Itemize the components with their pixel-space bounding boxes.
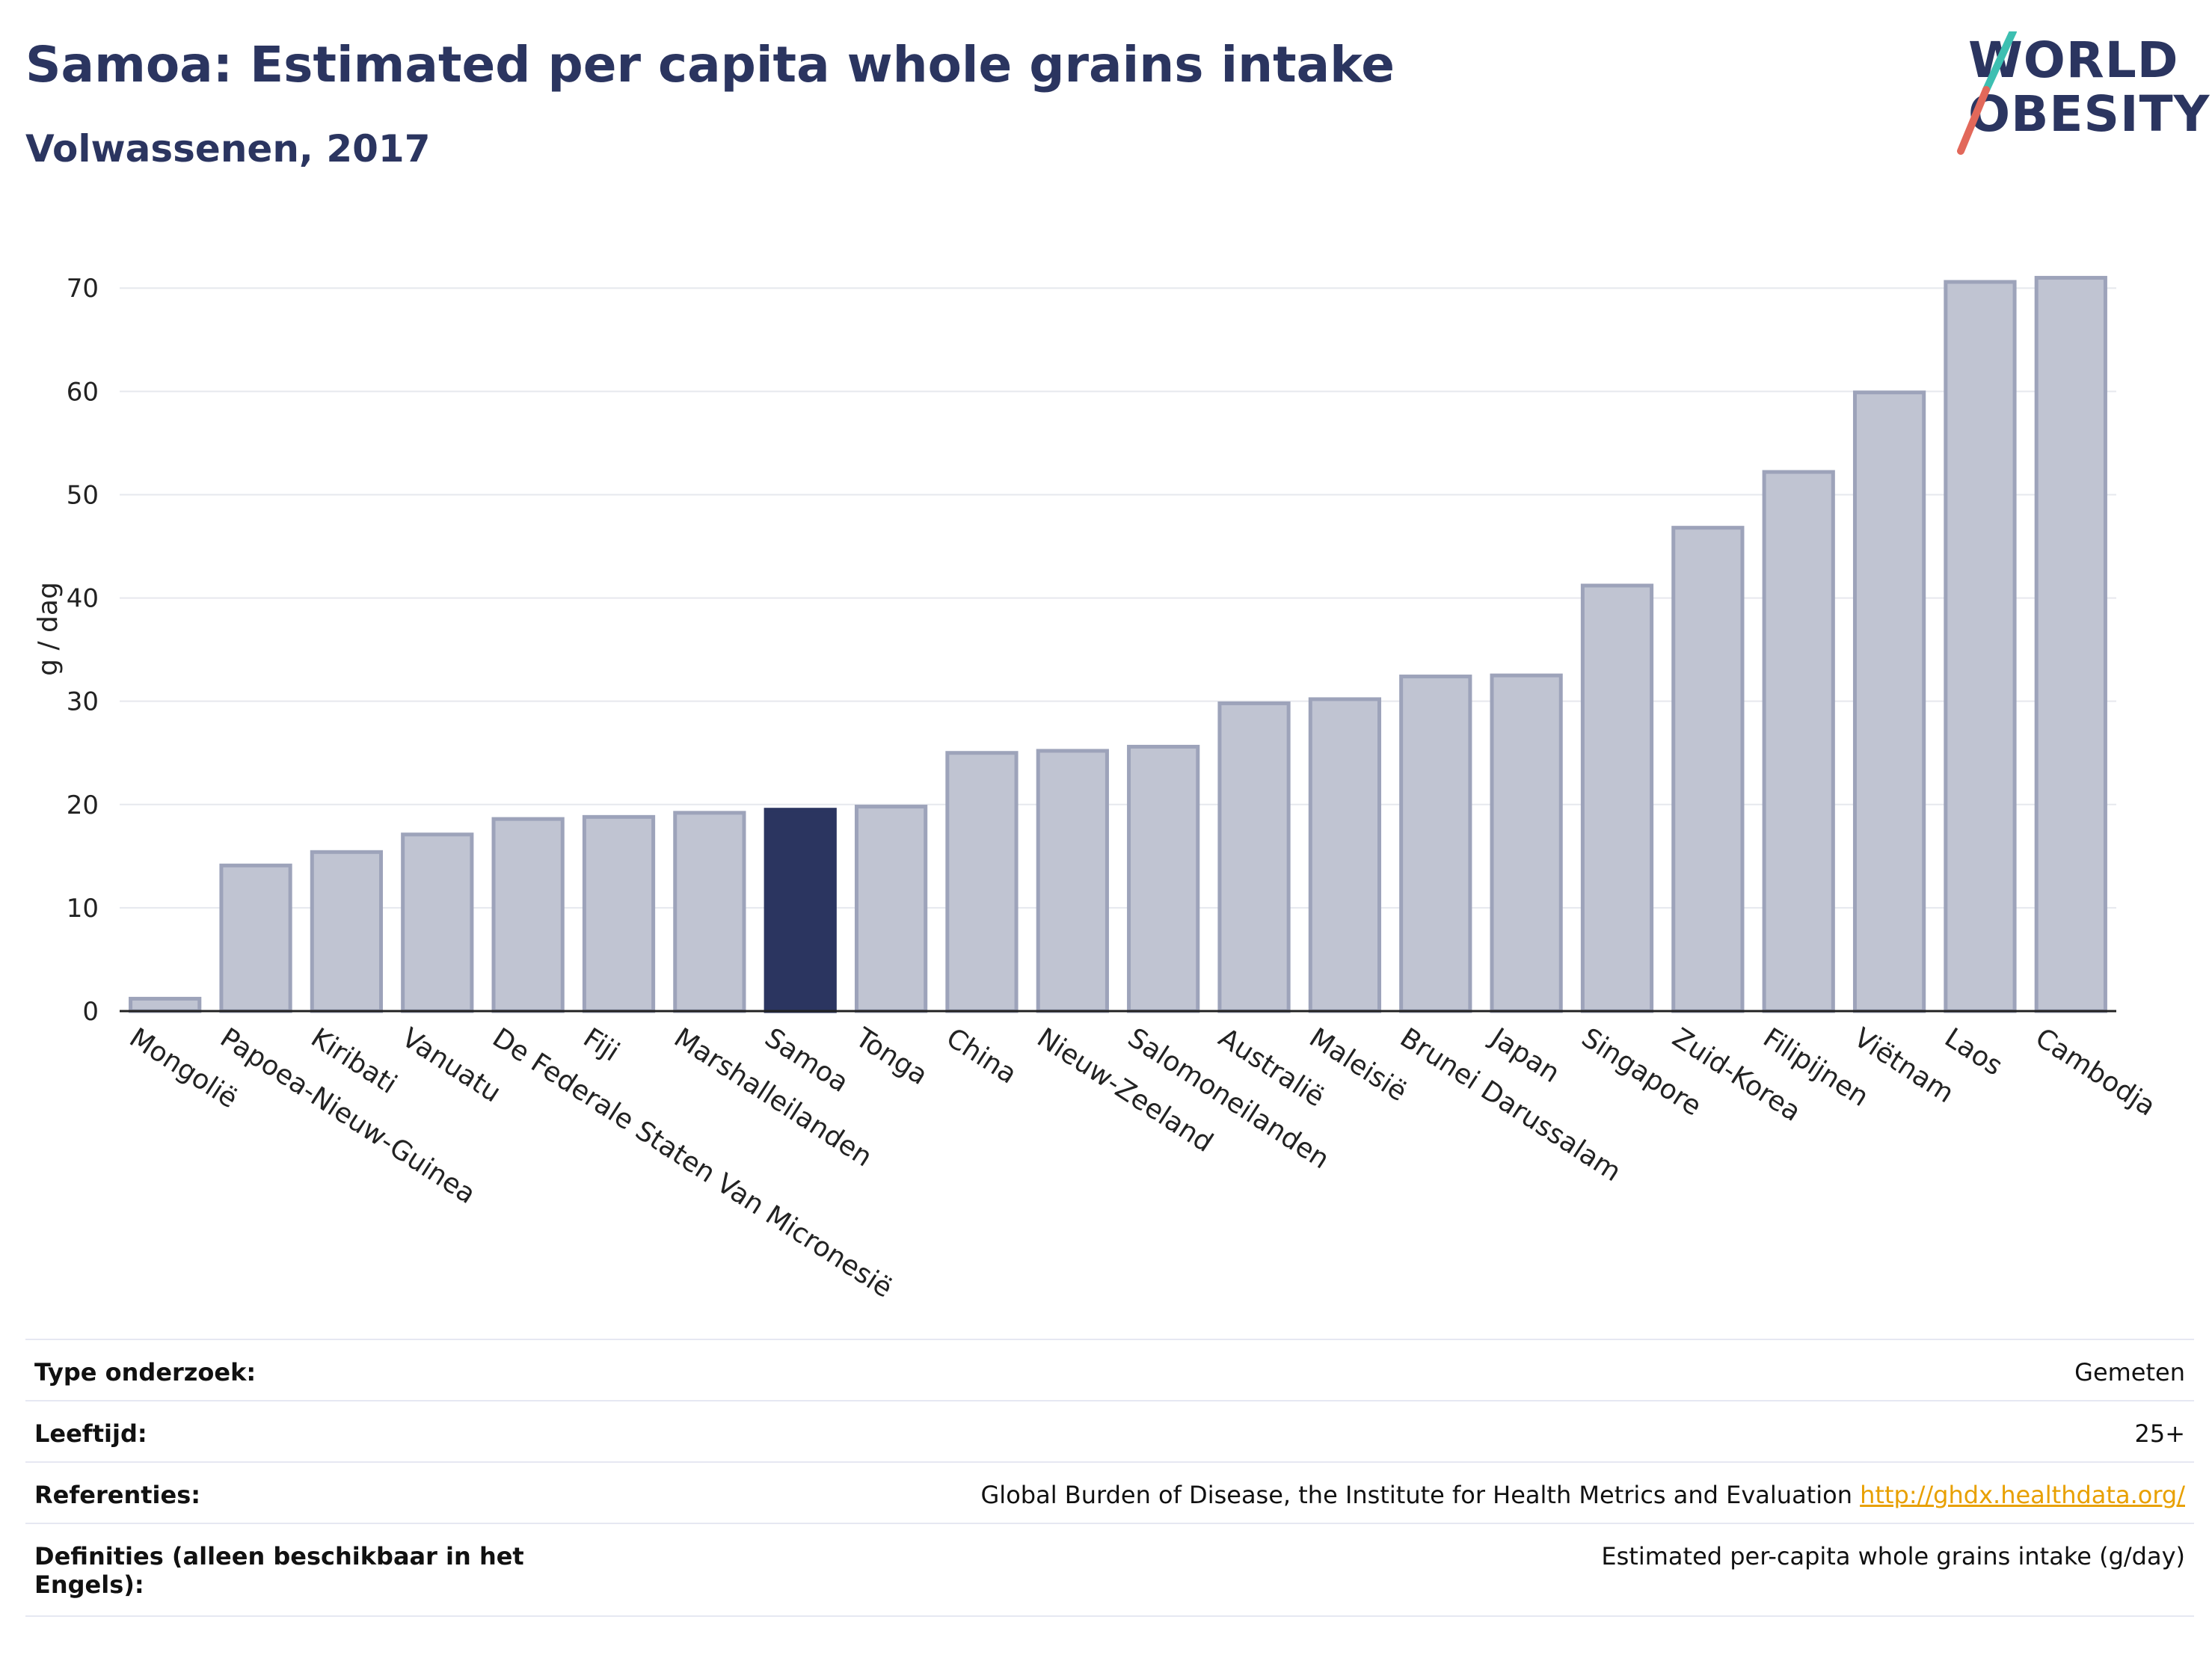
y-tick-label: 20 (67, 790, 99, 820)
x-tick-label: Cambodja (2030, 1022, 2160, 1123)
references-link[interactable]: http://ghdx.healthdata.org/ (1860, 1481, 2185, 1509)
references-text: Global Burden of Disease, the Institute … (980, 1481, 1852, 1509)
x-tick-label: Tonga (850, 1022, 933, 1091)
bar (1036, 749, 1109, 1013)
bar (1399, 675, 1472, 1013)
y-tick-label: 0 (82, 997, 99, 1027)
chart-subtitle: Volwassenen, 2017 (25, 127, 431, 171)
info-value: Estimated per-capita whole grains intake… (1601, 1542, 2185, 1570)
info-row-type: Type onderzoek: Gemeten (25, 1339, 2194, 1400)
bar (129, 996, 202, 1013)
info-row-age: Leeftijd: 25+ (25, 1400, 2194, 1461)
bar (1852, 390, 1926, 1013)
bar (401, 832, 474, 1013)
world-obesity-logo[interactable]: WORLD OBESITY (1944, 31, 2209, 159)
bar (1671, 526, 1745, 1013)
bar (1944, 280, 2017, 1013)
y-axis-label: g / dag (33, 582, 64, 676)
y-tick-label: 30 (67, 687, 99, 717)
info-table: Type onderzoek: Gemeten Leeftijd: 25+ Re… (25, 1339, 2194, 1617)
info-label: Referenties: (34, 1481, 201, 1509)
info-label: Type onderzoek: (34, 1358, 256, 1387)
bar (582, 814, 656, 1013)
chart-title: Samoa: Estimated per capita whole grains… (25, 36, 1395, 93)
bar (1490, 673, 1563, 1013)
info-label: Leeftijd: (34, 1419, 147, 1448)
bar (1580, 583, 1654, 1013)
info-row-definitions: Definities (alleen beschikbaar in het En… (25, 1523, 2194, 1617)
x-tick-label: Vanuatu (396, 1022, 506, 1108)
x-tick-label: China (941, 1022, 1022, 1090)
bar (1127, 744, 1200, 1013)
info-row-references: Referenties: Global Burden of Disease, t… (25, 1461, 2194, 1523)
bar (1217, 701, 1291, 1013)
bar (310, 850, 384, 1013)
x-tick-label: Fiji (578, 1022, 625, 1068)
bar (491, 817, 565, 1013)
info-value-references: Global Burden of Disease, the Institute … (981, 1481, 2186, 1509)
logo-slash-icon (1957, 31, 2017, 155)
bar (945, 751, 1019, 1013)
info-value: Gemeten (2074, 1358, 2185, 1387)
y-tick-label: 40 (67, 584, 99, 614)
bar (2034, 275, 2107, 1013)
bar (1762, 470, 1835, 1013)
info-value: 25+ (2134, 1419, 2185, 1448)
x-tick-label: Laos (1939, 1022, 2008, 1082)
y-tick-label: 50 (67, 480, 99, 510)
bar (764, 808, 837, 1013)
y-tick-label: 60 (67, 377, 99, 407)
logo-line2: OBESITY (1968, 85, 2211, 143)
info-label: Definities (alleen beschikbaar in het En… (34, 1542, 524, 1599)
y-tick-label: 10 (67, 894, 99, 924)
bar (854, 805, 928, 1013)
y-tick-label: 70 (67, 274, 99, 304)
bar (219, 863, 292, 1013)
bar (673, 811, 746, 1013)
bar (1308, 697, 1382, 1013)
